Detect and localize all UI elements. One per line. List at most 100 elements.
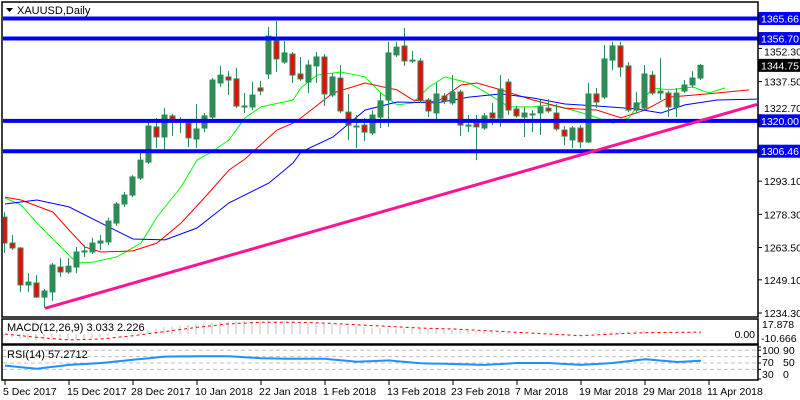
triangle-down-icon[interactable] — [6, 8, 13, 12]
candle — [97, 234, 104, 250]
bull-candle-body — [697, 64, 704, 79]
candle — [121, 191, 128, 207]
candle — [497, 75, 504, 127]
bull-candle-body — [265, 35, 272, 75]
level-price-tag — [758, 144, 800, 158]
bull-candle-body — [113, 203, 120, 224]
time-tick-label: 13 Feb 2018 — [387, 386, 446, 398]
bear-candle-body — [345, 111, 352, 126]
symbol-label: XAUUSD,Daily — [17, 5, 91, 17]
candle — [137, 152, 144, 181]
bull-candle-body — [41, 290, 48, 298]
bull-candle-body — [249, 94, 256, 108]
bear-candle-body — [321, 56, 328, 95]
bear-candle-body — [417, 60, 424, 102]
time-tick-label: 29 Mar 2018 — [643, 386, 702, 398]
candle — [289, 52, 296, 83]
candle — [161, 108, 168, 153]
bear-candle-body — [337, 77, 344, 112]
rsi-panel[interactable]: RSI(14) 57.2712 100 90 70 50 30 0 — [1, 344, 795, 381]
bear-candle-body — [457, 91, 464, 126]
candle — [193, 104, 200, 148]
candle — [457, 89, 464, 137]
trendline[interactable] — [44, 103, 758, 310]
candle — [449, 75, 456, 105]
candle — [665, 91, 672, 118]
candles — [3, 21, 704, 309]
bull-candle-body — [633, 102, 640, 111]
current-price-tag — [758, 58, 800, 72]
candle — [241, 93, 248, 113]
bear-candle-body — [649, 74, 656, 94]
rsi-axis-label: 30 — [762, 369, 774, 381]
candle — [3, 212, 8, 253]
bull-candle-body — [521, 112, 528, 118]
candle — [657, 58, 664, 100]
time-tick-label: 1 Feb 2018 — [323, 386, 376, 398]
candle — [305, 60, 312, 94]
bear-candle-body — [273, 40, 280, 60]
bear-candle-body — [513, 108, 520, 117]
candle — [233, 67, 240, 109]
macd-axis-label: 0.00 — [735, 329, 756, 341]
price-tick-label: 1352.30 — [764, 47, 800, 59]
bear-candle-body — [3, 216, 8, 244]
candle — [81, 245, 88, 257]
level-price-label: 1320.00 — [761, 116, 799, 128]
level-price-label: 1306.46 — [761, 146, 799, 158]
candle — [585, 82, 592, 144]
candle — [697, 63, 704, 81]
bull-candle-body — [281, 52, 288, 63]
bear-candle-body — [225, 76, 232, 81]
bull-candle-body — [129, 176, 136, 196]
time-tick-label: 7 Mar 2018 — [515, 386, 568, 398]
bear-candle-body — [233, 78, 240, 107]
candle — [425, 97, 432, 118]
bull-candle-body — [105, 220, 112, 243]
price-panel[interactable]: 1352.30 1337.50 1322.70 1293.10 1278.30 1263.… — [1, 1, 800, 320]
bear-candle-body — [33, 282, 40, 298]
candle — [401, 28, 408, 66]
time-axis: 5 Dec 2017 15 Dec 2017 28 Dec 2017 10 Jan 2… — [3, 380, 763, 398]
candle — [569, 126, 576, 148]
candle — [25, 273, 32, 292]
time-tick-label: 15 Dec 2017 — [67, 386, 127, 398]
horizontal-levels[interactable]: 1365.66 1356.70 1320.00 1306.46 1344.75 — [3, 11, 800, 158]
candle — [9, 234, 16, 250]
bull-candle-body — [449, 91, 456, 104]
bull-candle-body — [585, 93, 592, 143]
candle — [153, 117, 160, 148]
rsi-axis-label: 70 — [762, 357, 774, 369]
bull-candle-body — [377, 100, 384, 118]
trendline-group[interactable] — [44, 103, 758, 310]
candle — [689, 71, 696, 88]
bear-candle-body — [241, 105, 248, 108]
bull-candle-body — [529, 113, 536, 116]
macd-panel[interactable]: MACD(12,26,9) 3.033 2.226 17.878 0.00 -10.… — [1, 318, 797, 345]
bear-candle-body — [561, 129, 568, 137]
bear-candle-body — [577, 127, 584, 143]
bull-candle-body — [433, 93, 440, 114]
candle — [57, 258, 64, 277]
candle — [545, 99, 552, 113]
bull-candle-body — [137, 159, 144, 179]
macd-signal-line — [4, 321, 702, 341]
candle — [505, 78, 512, 116]
bull-candle-body — [97, 240, 104, 244]
bull-candle-body — [313, 56, 320, 67]
bear-candle-body — [593, 93, 600, 103]
bear-candle-body — [401, 45, 408, 62]
candle — [617, 41, 624, 77]
bull-candle-body — [641, 73, 648, 109]
rsi-axis-label: 50 — [783, 357, 795, 369]
candle — [417, 58, 424, 103]
bear-candle-body — [425, 99, 432, 112]
bull-candle-body — [465, 124, 472, 127]
rsi-axis-label: 90 — [783, 345, 795, 357]
candle — [265, 26, 272, 79]
candle — [273, 21, 280, 72]
rsi-title: RSI(14) 57.2712 — [7, 349, 88, 361]
candle — [321, 54, 328, 107]
candle — [113, 202, 120, 227]
